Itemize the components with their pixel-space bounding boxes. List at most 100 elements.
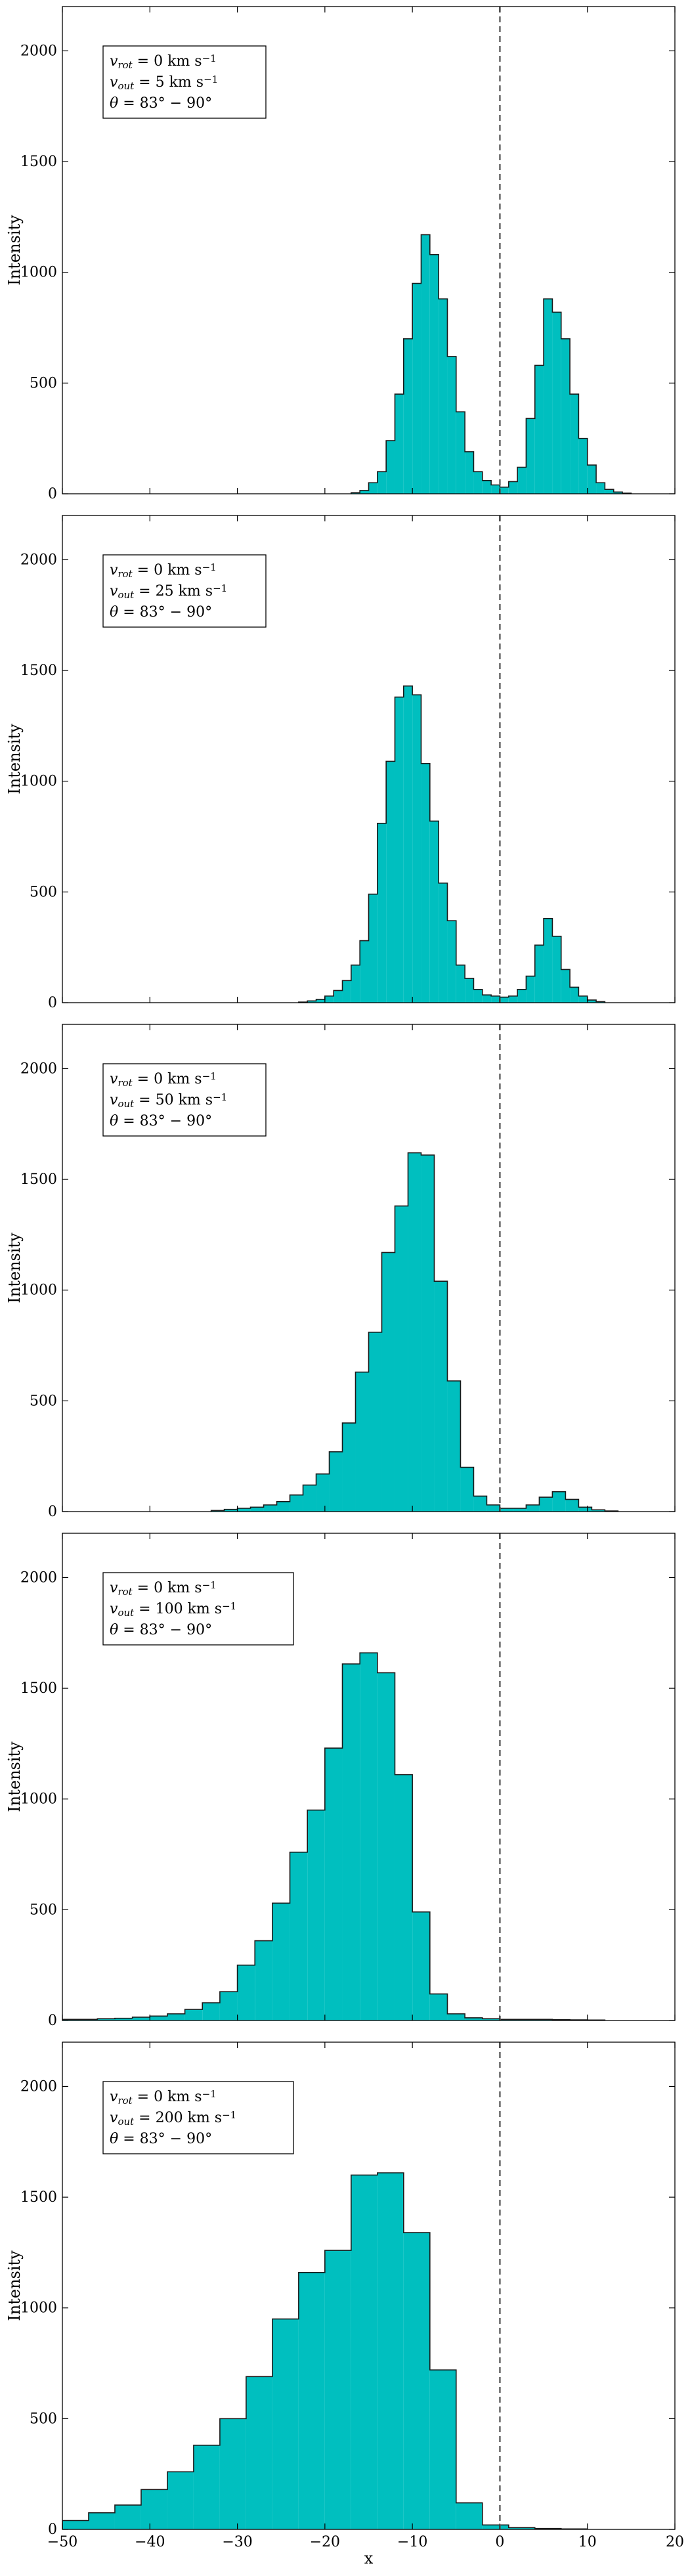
histogram-bar [351,2175,377,2529]
histogram-bar [429,1994,448,2020]
legend-entry: vout = 100 km s−1 [110,1600,236,1619]
histogram-bar [377,2172,404,2529]
histogram-bar [491,485,500,494]
histogram-bar [552,936,561,1003]
histogram-bar [552,1491,566,1512]
histogram-bar [500,487,509,494]
histogram-outline [210,1152,619,1512]
histogram-bar [561,338,571,494]
x-tick-label: 20 [666,2534,684,2550]
y-tick-label: 2000 [20,2078,57,2095]
histogram-bar [534,365,544,494]
y-tick-label: 500 [30,1393,57,1409]
legend-entry: θ = 83° − 90° [110,2131,212,2147]
histogram-bar [395,1206,408,1512]
axes-frame [62,6,676,494]
histogram-bar [140,2489,167,2529]
legend-entry: vout = 25 km s−1 [110,582,227,601]
histogram-bar [544,918,553,1003]
chart-panel-4: 0 500 1000 1500 2000 Intensity vrot = 0 km s−1… [5,1533,676,2029]
histogram-bar [79,2019,98,2020]
histogram-bar [508,995,518,1003]
histogram-bar [395,1774,413,2020]
legend-entry: θ = 83° − 90° [110,1113,212,1129]
histogram-bar [386,441,395,494]
histogram-bar [324,995,334,1003]
y-axis-label: Intensity [5,1741,24,1812]
y-tick-label: 0 [48,995,57,1011]
histogram-bar [316,999,325,1003]
histogram-bar [473,471,483,494]
chart-panel-1: 0 500 1000 1500 2000 Intensity vrot = 0 km s−1… [5,6,676,502]
histogram-bar [351,492,360,494]
histogram-bar [596,1001,605,1003]
histogram-bar [360,1653,377,2020]
histogram-bar [456,965,465,1003]
x-tick-label: 10 [578,2534,597,2550]
legend-entry: vrot = 0 km s−1 [110,561,217,580]
legend-entry: vout = 200 km s−1 [110,2109,236,2128]
histogram-bar [167,2013,185,2020]
y-tick-label: 2000 [20,1569,57,1586]
histogram-bar [316,1474,330,1512]
histogram-bar [167,2472,194,2529]
histogram-bar [565,1499,579,1512]
axes-frame [62,1024,676,1512]
histogram-bar [460,1467,474,1512]
y-tick-label: 2000 [20,552,57,568]
histogram-bar [412,1911,430,2020]
y-tick-label: 1500 [20,663,57,679]
histogram-bar [403,338,413,494]
x-tick-label: −50 [47,2534,77,2550]
legend-entry: vrot = 0 km s−1 [110,1579,217,1598]
histogram-bar [439,299,448,494]
legend-box [102,2081,294,2154]
x-tick-label: 0 [495,2534,504,2550]
histogram-bar [377,471,387,494]
histogram-bar [193,2445,220,2529]
histogram-bar [150,2016,167,2020]
histogram-bar [412,695,421,1003]
histogram-bar [246,2376,272,2529]
histogram-bar [439,883,448,1003]
legend-box [102,1063,267,1137]
y-tick-label: 1000 [20,774,57,790]
histogram-bar [508,481,518,494]
y-tick-label: 1500 [20,1680,57,1697]
histogram-bar [334,990,343,1003]
histogram-bar [276,1501,290,1512]
histogram-bar [578,995,588,1003]
histogram-bar [517,2019,535,2020]
histogram-bar [421,234,430,494]
histogram-bar [408,1152,421,1512]
y-tick-label: 0 [48,2521,57,2538]
histogram-outline [298,685,606,1003]
histogram-bar [421,763,430,1003]
y-axis-label: Intensity [5,2250,24,2321]
histogram-bar [237,1508,251,1512]
y-tick-label: 2000 [20,1060,57,1077]
histogram-bar [255,1940,272,2020]
histogram-bar [307,1001,316,1003]
histogram-bar [605,489,614,494]
histogram-bar [219,2418,246,2529]
histogram-bar [377,823,387,1003]
legend-entry: vout = 5 km s−1 [110,74,218,92]
histogram-bar [552,312,561,494]
legend: vrot = 0 km s−1 vout = 200 km s−1 θ = 83° … [102,2081,294,2154]
histogram-bar [395,697,404,1003]
legend-entry: vrot = 0 km s−1 [110,53,217,71]
histogram-bar [456,412,465,494]
y-tick-label: 0 [48,486,57,502]
histogram-bar [324,2250,351,2529]
histogram-bar [237,1965,255,2020]
histogram-bar [290,1852,308,2020]
x-tick-label: −40 [135,2534,165,2550]
histogram-bar [250,1507,264,1512]
histogram-bar [570,987,579,1003]
chart-panel-5: 0 500 1000 1500 2000 −50 −40 −30 −20 −10 0 10 20 Inte… [5,2041,684,2567]
histogram-bar [202,2003,220,2020]
histogram-bar [114,2504,141,2529]
histogram-outline [62,2172,588,2529]
